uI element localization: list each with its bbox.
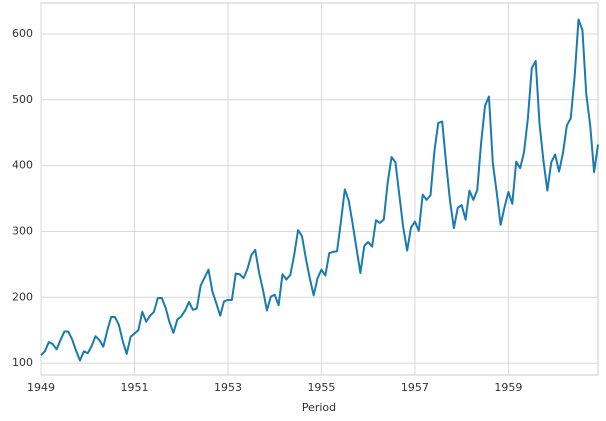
- x-axis-label: Period: [302, 401, 336, 414]
- data-line: [40, 18, 599, 362]
- x-tick-label: 1955: [307, 381, 335, 394]
- x-tick-label: 1959: [494, 381, 522, 394]
- x-tick-label: 1957: [401, 381, 429, 394]
- y-tick-label: 600: [12, 27, 33, 40]
- y-tick-label: 300: [12, 224, 33, 237]
- x-tick-label: 1953: [214, 381, 242, 394]
- y-tick-label: 400: [12, 159, 33, 172]
- y-tick-label: 100: [12, 356, 33, 369]
- plot-area: [40, 2, 599, 376]
- x-tick-label: 1951: [120, 381, 148, 394]
- y-tick-label: 200: [12, 290, 33, 303]
- x-tick-label: 1949: [27, 381, 55, 394]
- y-tick-label: 500: [12, 93, 33, 106]
